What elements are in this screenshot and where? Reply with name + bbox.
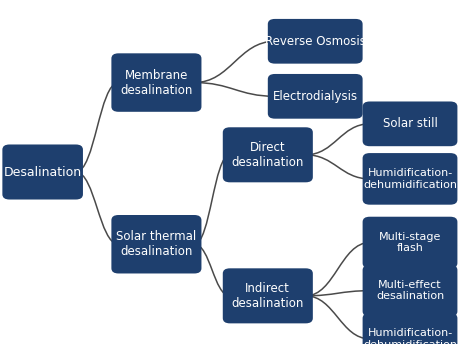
Text: Electrodialysis: Electrodialysis: [273, 90, 358, 103]
FancyBboxPatch shape: [363, 153, 457, 205]
FancyBboxPatch shape: [223, 127, 313, 182]
Text: Solar still: Solar still: [383, 117, 438, 130]
Text: Direct
desalination: Direct desalination: [232, 141, 304, 169]
Text: Solar thermal
desalination: Solar thermal desalination: [116, 230, 197, 258]
Text: Humidification-
dehumidification: Humidification- dehumidification: [363, 168, 457, 190]
FancyBboxPatch shape: [363, 265, 457, 316]
Text: Reverse Osmosis: Reverse Osmosis: [265, 35, 365, 48]
Text: Multi-effect
desalination: Multi-effect desalination: [376, 280, 444, 301]
Text: Membrane
desalination: Membrane desalination: [120, 68, 192, 97]
Text: Desalination: Desalination: [4, 165, 82, 179]
FancyBboxPatch shape: [111, 215, 201, 273]
FancyBboxPatch shape: [363, 101, 457, 146]
FancyBboxPatch shape: [2, 144, 83, 200]
FancyBboxPatch shape: [363, 313, 457, 344]
Text: Indirect
desalination: Indirect desalination: [232, 282, 304, 310]
FancyBboxPatch shape: [223, 268, 313, 323]
FancyBboxPatch shape: [268, 74, 363, 119]
FancyBboxPatch shape: [268, 19, 363, 64]
FancyBboxPatch shape: [363, 217, 457, 268]
Text: Humidification-
dehumidification: Humidification- dehumidification: [363, 328, 457, 344]
FancyBboxPatch shape: [111, 53, 201, 112]
Text: Multi-stage
flash: Multi-stage flash: [379, 232, 441, 253]
